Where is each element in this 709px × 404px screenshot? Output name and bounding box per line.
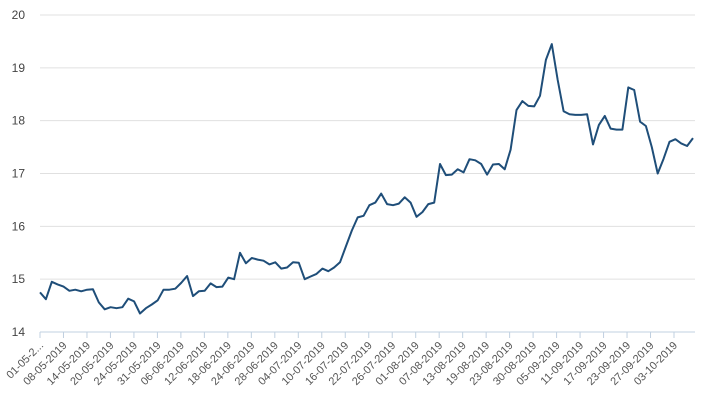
y-tick-label: 15 — [12, 272, 26, 286]
y-tick-label: 18 — [12, 114, 26, 128]
price-series-line — [39, 43, 694, 315]
y-tick-label: 19 — [12, 61, 26, 75]
y-tick-label: 16 — [12, 219, 26, 233]
x-axis: 01-05-2...08-05-201914-05-201920-05-2019… — [4, 331, 695, 388]
gridlines — [40, 14, 695, 280]
y-axis: 14 15 16 17 18 19 20 — [12, 8, 26, 339]
y-tick-label: 14 — [12, 325, 26, 339]
y-tick-label: 17 — [12, 167, 26, 181]
y-tick-label: 20 — [12, 8, 26, 22]
